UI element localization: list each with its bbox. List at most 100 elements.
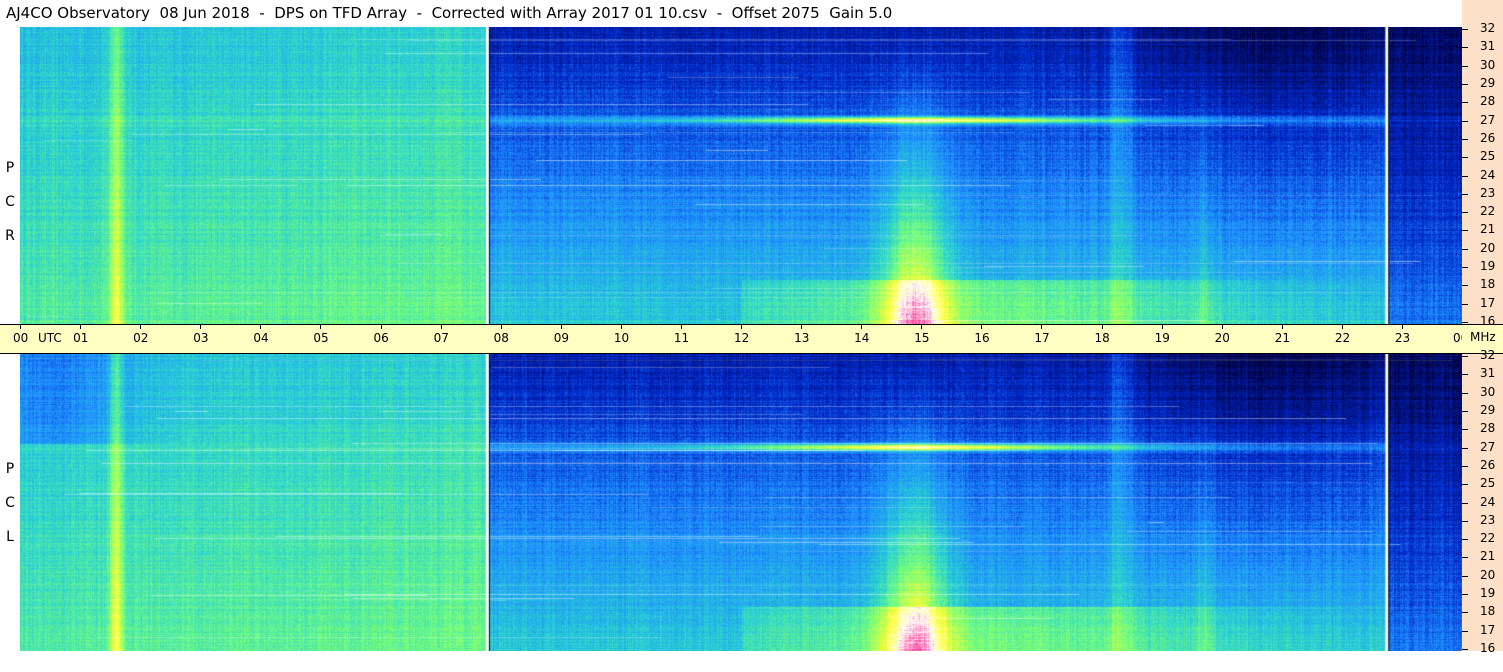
utc-tick-mark [921,325,923,329]
frequency-tick-mark [1462,47,1468,49]
lcp-label-margin: P C L [0,354,20,651]
frequency-tick-mark [1462,630,1468,632]
frequency-tick-label: 28 [1480,94,1496,109]
utc-tick-label: 22 [1334,331,1351,345]
frequency-tick-mark [1462,539,1468,541]
frequency-tick-mark [1462,267,1468,269]
frequency-tick-label: 21 [1480,549,1496,564]
frequency-tick-label: 32 [1480,348,1496,362]
rcp-label-margin: P C R [0,27,20,324]
frequency-tick-label: 17 [1480,622,1496,637]
utc-tick-mark [1341,325,1343,329]
utc-tick-label: 14 [854,331,870,345]
utc-tick-label: 20 [1214,331,1230,345]
frequency-tick-label: 23 [1480,185,1496,200]
frequency-axis-header [1462,0,1503,27]
frequency-tick-mark [1462,429,1468,431]
rcp-letter: C [5,194,15,210]
frequency-tick-label: 30 [1480,384,1496,399]
frequency-tick-mark [1462,248,1468,250]
utc-tick-mark [200,325,202,329]
frequency-tick-mark [1462,303,1468,305]
utc-tick-label: 02 [133,331,149,345]
frequency-tick-mark [1462,157,1468,159]
rcp-spectrogram [20,27,1462,324]
utc-tick-mark [1161,325,1163,329]
utc-tick-label: 15 [914,331,930,345]
frequency-tick-label: 24 [1480,167,1496,182]
utc-tick-label: 17 [1034,331,1050,345]
frequency-tick-label: 16 [1480,314,1496,328]
frequency-tick-mark [1462,285,1468,287]
frequency-tick-label: 19 [1480,586,1496,601]
frequency-tick-label: 31 [1480,366,1496,381]
frequency-tick-mark [1462,374,1468,376]
utc-tick-label: 16 [974,331,990,345]
frequency-tick-mark [1462,575,1468,577]
frequency-tick-mark [1462,594,1468,596]
utc-tick-mark [620,325,622,329]
frequency-tick-mark [1462,230,1468,232]
frequency-tick-label: 29 [1480,402,1496,417]
frequency-tick-mark [1462,557,1468,559]
frequency-tick-label: 22 [1480,531,1496,546]
utc-tick-label: 13 [794,331,810,345]
rcp-letter: P [5,160,15,176]
utc-tick-mark [20,325,21,329]
utc-tick-mark [1041,325,1043,329]
frequency-tick-mark [1462,392,1468,394]
frequency-tick-mark [1462,465,1468,467]
lcp-spectrogram [20,354,1462,651]
frequency-axis-lcp: 32 31 30 29 28 27 26 25 24 23 22 21 20 19 18 17 16 [1462,348,1503,655]
frequency-tick-label: 17 [1480,295,1496,310]
utc-tick-mark [861,325,863,329]
lcp-letter: P [5,461,15,477]
utc-tick-mark [320,325,322,329]
utc-tick-label: 01 [73,331,89,345]
utc-tick-label: 06 [373,331,389,345]
frequency-tick-mark [1462,520,1468,522]
frequency-tick-mark [1462,193,1468,195]
utc-tick-label: 11 [673,331,690,345]
frequency-tick-label: 27 [1480,112,1496,127]
frequency-tick-label: 21 [1480,222,1496,237]
frequency-tick-mark [1462,102,1468,104]
utc-tick-label: 04 [253,331,269,345]
frequency-tick-label: 16 [1480,641,1496,655]
lcp-letter: L [6,529,14,545]
utc-tick-label: 18 [1094,331,1110,345]
frequency-tick-mark [1462,83,1468,85]
utc-tick-label: 00 [13,331,29,345]
mhz-axis-label: MHz [1470,330,1496,344]
frequency-tick-label: 25 [1480,149,1496,164]
utc-tick-label: 08 [493,331,509,345]
frequency-tick-label: 26 [1480,130,1496,145]
frequency-tick-label: 29 [1480,75,1496,90]
frequency-tick-mark [1462,29,1468,30]
utc-axis-label: UTC [38,331,62,345]
utc-time-axis: 00 01 02 03 04 05 06 07 08 09 10 11 12 13 14 15 16 17 18 19… [0,324,1468,354]
frequency-tick-mark [1462,120,1468,122]
frequency-tick-label: 18 [1480,277,1496,292]
utc-tick-mark [500,325,502,329]
frequency-tick-label: 20 [1480,567,1496,582]
frequency-tick-mark [1462,502,1468,504]
frequency-tick-mark [1462,65,1468,67]
frequency-tick-label: 26 [1480,457,1496,472]
utc-tick-label: 21 [1274,331,1291,345]
frequency-tick-mark [1462,649,1468,650]
utc-tick-mark [440,325,442,329]
utc-tick-label: 07 [433,331,449,345]
utc-tick-mark [741,325,742,329]
utc-tick-mark [801,325,803,329]
utc-tick-label: 03 [193,331,209,345]
frequency-tick-label: 32 [1480,21,1496,35]
frequency-tick-label: 28 [1480,421,1496,436]
frequency-tick-label: 20 [1480,240,1496,255]
utc-tick-label: 23 [1394,331,1411,345]
utc-tick-label: 12 [734,331,750,345]
utc-tick-mark [380,325,382,329]
frequency-tick-mark [1462,612,1468,614]
utc-tick-mark [680,325,682,329]
utc-tick-label: 09 [553,331,570,345]
